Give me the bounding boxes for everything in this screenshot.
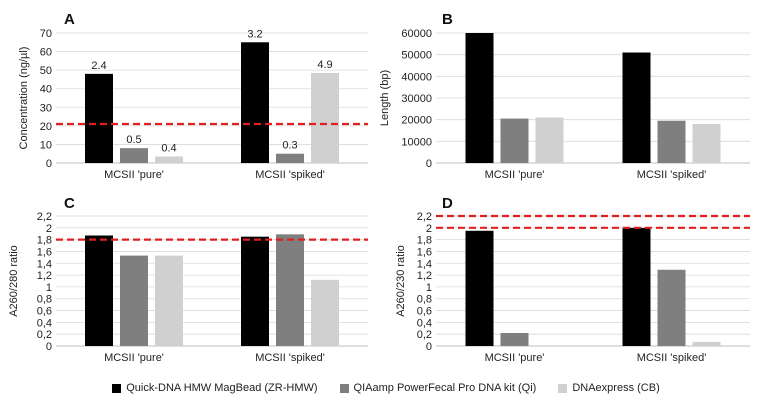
x-tick-label: MCSII 'pure' <box>485 169 545 181</box>
y-tick-label: 40 <box>40 84 52 96</box>
x-tick-label: MCSII 'spiked' <box>637 352 707 364</box>
data-label: 0.3 <box>282 140 297 152</box>
y-tick-label: 70 <box>40 28 52 40</box>
y-tick-label: 0,6 <box>417 306 432 318</box>
x-tick-label: MCSII 'pure' <box>104 352 164 364</box>
bar <box>155 156 183 163</box>
data-label: 0.4 <box>161 143 176 155</box>
y-tick-label: 1,6 <box>37 246 52 258</box>
y-tick-label: 0 <box>46 341 52 353</box>
x-tick-label: MCSII 'pure' <box>485 352 545 364</box>
data-label: 2.4 <box>91 60 106 72</box>
data-label: 4.9 <box>317 59 332 71</box>
legend-swatch <box>339 383 349 393</box>
bar <box>465 33 494 163</box>
legend-item-qi: QIAamp PowerFecal Pro DNA kit (Qi) <box>339 382 537 394</box>
chart-panel-c: 00,20,40,60,811,21,41,61,822,2 MCSII 'pur… <box>8 195 368 364</box>
legend-item-zr-hmw: Quick-DNA HMW MagBead (ZR-HMW) <box>112 382 318 394</box>
y-tick-label: 2,2 <box>37 211 52 223</box>
bar <box>500 118 529 163</box>
y-tick-label: 0,4 <box>37 317 52 329</box>
panel-label: D <box>442 195 453 212</box>
y-tick-label: 1,2 <box>417 270 432 282</box>
bar <box>155 255 183 346</box>
y-tick-label: 0 <box>46 158 52 170</box>
panel-label: A <box>64 11 75 28</box>
legend-label: Quick-DNA HMW MagBead (ZR-HMW) <box>126 382 318 394</box>
y-tick-label: 10000 <box>401 136 432 148</box>
bar <box>535 117 564 163</box>
chart-panel-a: 0 10 20 30 40 50 60 70 2.4 0.5 0.4 MCSII 'pure' 3.2 0… <box>18 11 368 181</box>
x-tick-label: MCSII 'pure' <box>104 169 164 181</box>
bar <box>657 120 686 163</box>
y-tick-label: 0,8 <box>417 294 432 306</box>
y-tick-label: 20000 <box>401 115 432 127</box>
bar <box>622 227 651 346</box>
x-tick-label: MCSII 'spiked' <box>255 169 325 181</box>
y-tick-label: 2,2 <box>417 211 432 223</box>
y-tick-label: 1,6 <box>417 246 432 258</box>
y-tick-label: 1,4 <box>37 258 52 270</box>
bar <box>241 236 269 346</box>
y-tick-label: 1,8 <box>37 235 52 247</box>
y-axis-title: Length (bp) <box>379 70 391 126</box>
bar <box>311 279 339 346</box>
y-tick-label: 30 <box>40 102 52 114</box>
bar <box>692 124 721 163</box>
bar <box>311 72 339 163</box>
panel-label: C <box>64 195 75 212</box>
y-tick-label: 0,6 <box>37 306 52 318</box>
legend-label: QIAamp PowerFecal Pro DNA kit (Qi) <box>353 382 537 394</box>
x-tick-label: MCSII 'spiked' <box>255 352 325 364</box>
chart-panel-b: 0 10000 20000 30000 40000 50000 60000 MCSII 'pu… <box>379 11 750 181</box>
y-tick-label: 0,4 <box>417 317 432 329</box>
bar <box>276 153 304 163</box>
bar <box>276 234 304 346</box>
legend-item-cb: DNAexpress (CB) <box>558 382 660 394</box>
x-tick-label: MCSII 'spiked' <box>637 169 707 181</box>
y-tick-label: 0,2 <box>417 329 432 341</box>
y-tick-label: 40000 <box>401 71 432 83</box>
y-tick-label: 1 <box>46 282 52 294</box>
bar <box>622 52 651 163</box>
y-tick-label: 10 <box>40 139 52 151</box>
y-tick-label: 30000 <box>401 93 432 105</box>
y-tick-label: 1,8 <box>417 235 432 247</box>
bar <box>85 73 113 163</box>
y-tick-label: 2 <box>46 223 52 235</box>
y-tick-label: 0 <box>426 158 432 170</box>
bar <box>465 230 494 346</box>
legend-label: DNAexpress (CB) <box>572 382 660 394</box>
data-label: 0.5 <box>126 134 141 146</box>
y-tick-label: 0,2 <box>37 329 52 341</box>
y-tick-label: 20 <box>40 121 52 133</box>
bar <box>120 148 148 163</box>
chart-panel-d: 00,20,40,60,811,21,41,61,822,2 MCSII 'pur… <box>395 195 750 364</box>
bar <box>120 255 148 346</box>
y-tick-label: 60000 <box>401 28 432 40</box>
bar <box>241 42 269 163</box>
bar <box>85 235 113 346</box>
y-tick-label: 0,8 <box>37 294 52 306</box>
y-tick-label: 50000 <box>401 50 432 62</box>
y-axis-title: A260/230 ratio <box>395 245 407 317</box>
y-tick-label: 2 <box>426 223 432 235</box>
y-tick-label: 0 <box>426 341 432 353</box>
y-tick-label: 1 <box>426 282 432 294</box>
bar <box>500 333 529 346</box>
y-axis-title: Concentration (ng/µl) <box>18 47 30 150</box>
y-tick-label: 60 <box>40 47 52 59</box>
panel-label: B <box>442 11 453 28</box>
bar <box>657 269 686 346</box>
legend-swatch <box>558 383 568 393</box>
y-tick-label: 1,4 <box>417 258 432 270</box>
y-tick-label: 1,2 <box>37 270 52 282</box>
y-axis-title: A260/280 ratio <box>8 245 20 317</box>
y-tick-label: 50 <box>40 65 52 77</box>
legend-swatch <box>112 383 122 393</box>
bar <box>692 341 721 346</box>
legend: Quick-DNA HMW MagBead (ZR-HMW) QIAamp Po… <box>0 382 772 394</box>
data-label: 3.2 <box>247 28 262 40</box>
